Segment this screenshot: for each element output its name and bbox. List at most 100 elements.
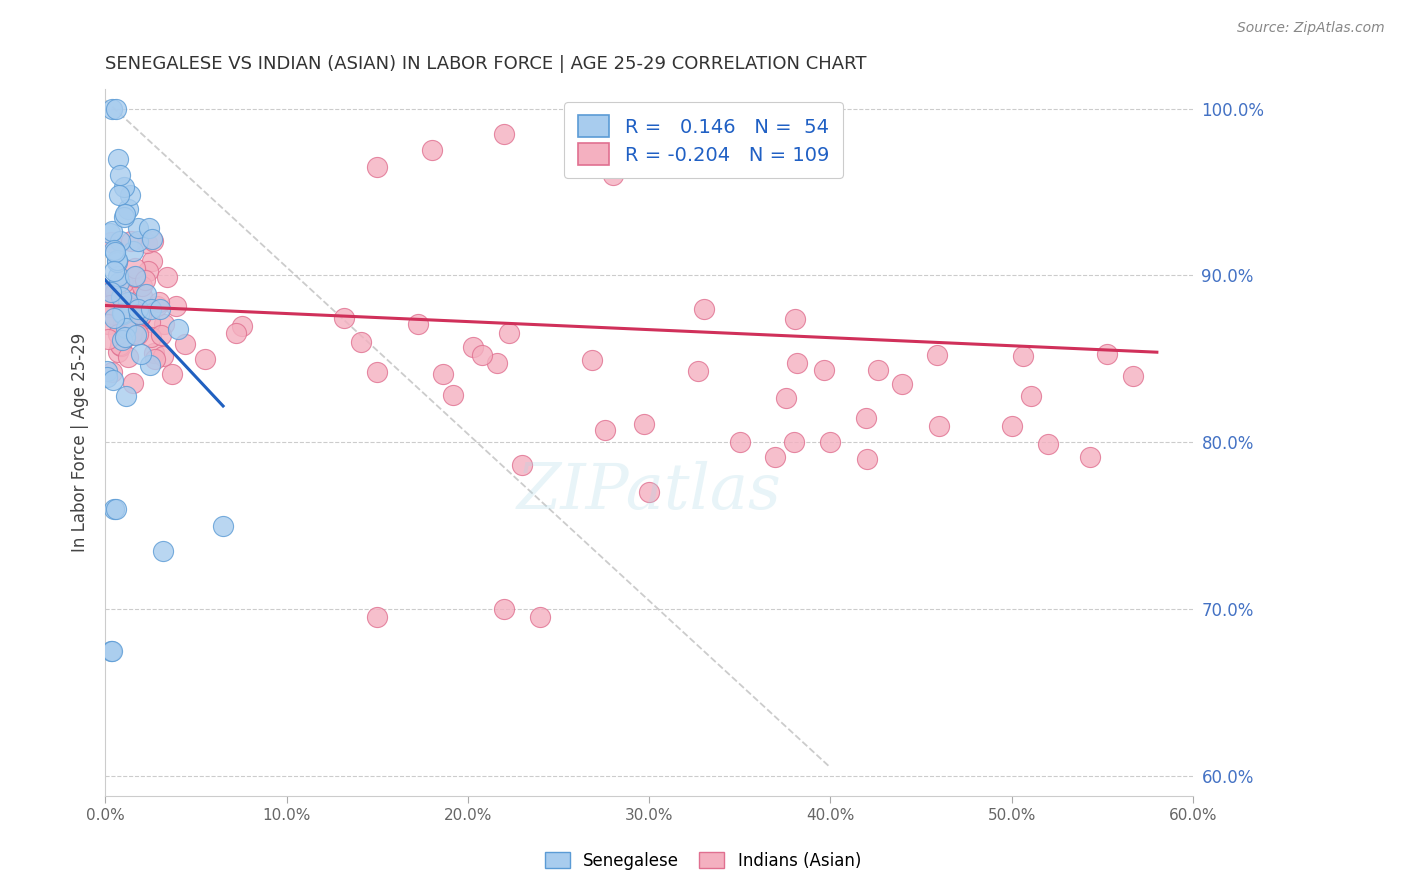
Point [498,326,520,340]
Point [101,644,124,658]
Point [127,327,149,342]
Point [162,367,184,381]
Point [96,370,118,384]
Point [120,328,142,343]
Point [101,373,124,387]
Point [114,316,136,330]
Point [118,188,141,202]
Point [107,326,129,341]
Point [813,363,835,377]
Point [139,301,162,316]
Point [350,335,373,350]
Point [333,310,356,325]
Point [173,336,195,351]
Point [366,610,388,624]
Point [728,435,751,450]
Point [112,299,135,313]
Point [152,350,174,364]
Point [103,294,125,309]
Point [786,356,808,370]
Point [406,317,429,331]
Point [124,261,146,276]
Point [692,301,714,316]
Point [110,303,132,318]
Text: ZIPatlas: ZIPatlas [517,461,782,523]
Point [98,298,121,312]
Point [166,322,188,336]
Point [485,356,508,370]
Legend: R =   0.146   N =  54, R = -0.204   N = 109: R = 0.146 N = 54, R = -0.204 N = 109 [564,102,842,178]
Point [149,301,172,316]
Point [129,346,152,360]
Point [152,543,174,558]
Point [112,307,135,321]
Point [105,252,128,267]
Point [107,269,129,284]
Point [461,340,484,354]
Point [97,300,120,314]
Point [156,270,179,285]
Point [763,450,786,464]
Point [108,235,131,249]
Point [105,102,128,116]
Point [143,351,166,366]
Point [128,307,150,321]
Point [1122,369,1144,384]
Point [194,351,217,366]
Point [117,202,139,217]
Point [117,299,139,313]
Point [117,294,139,309]
Point [108,188,131,202]
Point [1012,349,1035,363]
Point [1001,418,1024,433]
Point [104,244,127,259]
Point [925,348,948,362]
Point [593,424,616,438]
Point [142,346,165,360]
Point [101,102,124,116]
Point [785,311,807,326]
Point [96,364,118,378]
Point [103,310,125,325]
Point [115,389,138,403]
Point [108,338,131,352]
Point [633,417,655,431]
Point [138,358,160,372]
Point [105,502,128,516]
Point [111,333,134,347]
Point [105,255,128,269]
Point [141,253,163,268]
Point [775,391,797,405]
Point [146,300,169,314]
Point [111,306,134,320]
Point [100,644,122,658]
Point [134,273,156,287]
Point [107,344,129,359]
Point [1019,389,1042,403]
Point [122,307,145,321]
Point [149,327,172,342]
Point [127,301,149,316]
Point [165,299,187,313]
Point [112,210,135,224]
Point [103,502,125,516]
Point [783,435,806,450]
Point [129,308,152,322]
Point [114,207,136,221]
Point [112,179,135,194]
Point [125,323,148,337]
Point [131,278,153,293]
Point [115,320,138,334]
Point [928,418,950,433]
Point [135,235,157,250]
Point [114,297,136,311]
Point [891,376,914,391]
Legend: Senegalese, Indians (Asian): Senegalese, Indians (Asian) [538,846,868,877]
Point [138,220,160,235]
Point [494,127,516,141]
Point [494,602,516,616]
Point [120,234,142,248]
Point [366,160,388,174]
Text: SENEGALESE VS INDIAN (ASIAN) IN LABOR FORCE | AGE 25-29 CORRELATION CHART: SENEGALESE VS INDIAN (ASIAN) IN LABOR FO… [105,55,866,73]
Point [231,319,253,334]
